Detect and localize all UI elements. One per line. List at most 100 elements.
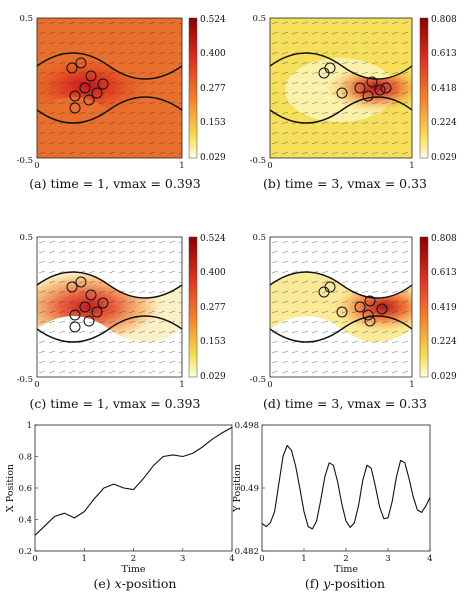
panel-c: 0.5 -0.5 0 1 0.524 0.400 0.277 0.153 0.0…: [17, 233, 226, 390]
particle: [85, 289, 97, 301]
y-tick-label: 0.498: [235, 421, 259, 431]
particle: [69, 90, 81, 102]
particle: [364, 315, 376, 327]
x-tick-label: 3: [180, 554, 185, 564]
panel-a-frame: [36, 17, 183, 159]
particle: [83, 315, 95, 327]
panel-d-lower-wall: [269, 315, 413, 343]
colorbar-tick: 0.418: [431, 84, 457, 94]
panel-a-upper-wall: [36, 52, 183, 80]
panel-c-vectors: [37, 237, 182, 377]
x-tick-label: 2: [131, 554, 136, 564]
x-position-chart: 0 1 2 3 4 0.2 0.4 0.6 0.8 1 Time X Position: [5, 421, 235, 575]
particle: [83, 94, 95, 106]
panel-f-caption: (f) y-position: [305, 576, 385, 591]
particle: [69, 321, 81, 333]
x-tick-label: 3: [385, 554, 390, 564]
particle: [380, 82, 392, 94]
y-tick-label: 0.482: [235, 547, 259, 557]
caption-variable: x: [115, 576, 122, 591]
colorbar-tick: 0.808: [431, 15, 457, 25]
particle: [376, 303, 388, 315]
panel-d-ytop: 0.5: [252, 233, 266, 243]
panel-c-lower-wall: [36, 315, 183, 343]
y-tick-label: 0.2: [18, 547, 32, 557]
panel-b-xleft: 0: [267, 161, 272, 171]
caption-variable: y: [322, 576, 331, 591]
particle: [362, 90, 374, 102]
y-tick-label: 0.49: [240, 484, 259, 494]
panel-a-colorbar: [188, 17, 198, 159]
particle: [97, 78, 109, 90]
panel-c-caption: (c) time = 1, vmax = 0.393: [30, 396, 201, 411]
colorbar-tick: 0.400: [200, 49, 226, 59]
colorbar-tick: 0.277: [200, 84, 226, 94]
panel-d: 0.5 -0.5 0 1 0.808 0.613 0.419 0.224 0.0…: [250, 233, 457, 390]
colorbar-tick: 0.224: [431, 118, 457, 128]
plot-frame: [34, 424, 233, 552]
x-tick-label: 4: [427, 554, 432, 564]
particle: [354, 82, 366, 94]
panel-a-ybottom: -0.5: [17, 156, 33, 166]
panel-d-caption: (d) time = 3, vmax = 0.33: [263, 396, 427, 411]
colorbar-tick: 0.277: [200, 303, 226, 313]
panel-a-caption: (a) time = 1, vmax = 0.393: [29, 176, 200, 191]
panel-b-lower-wall: [269, 96, 413, 124]
x-tick-label: 2: [343, 554, 348, 564]
panel-a-particles: [66, 57, 109, 114]
colorbar-tick: 0.808: [431, 234, 457, 244]
particle: [66, 281, 78, 293]
colorbar-tick: 0.613: [431, 268, 457, 278]
colorbar-tick: 0.524: [200, 15, 226, 25]
colorbar-tick: 0.524: [200, 234, 226, 244]
x-tick-label: 1: [82, 554, 87, 564]
particle: [364, 295, 376, 307]
panel-a-vectors: [37, 18, 182, 158]
caption-prefix: (f): [305, 576, 323, 591]
colorbar-tick: 0.153: [200, 118, 226, 128]
particle: [374, 84, 386, 96]
panel-b-xright: 1: [409, 161, 414, 171]
colorbar-tick: 0.029: [431, 153, 457, 163]
particle: [366, 76, 378, 88]
panel-b-ybottom: -0.5: [250, 156, 266, 166]
particle: [79, 301, 91, 313]
panel-c-frame: [36, 236, 183, 378]
panel-d-xright: 1: [409, 380, 414, 390]
y-tick-label: 0.8: [18, 453, 32, 463]
panel-d-upper-wall: [269, 271, 413, 299]
particle: [66, 62, 78, 74]
particle: [79, 82, 91, 94]
series-line: [34, 426, 233, 536]
colorbar-tick: 0.400: [200, 268, 226, 278]
particle: [91, 87, 103, 99]
panel-e-caption: (e) x-position: [94, 576, 177, 591]
panel-b-ytop: 0.5: [252, 14, 266, 24]
panel-a-xright: 1: [179, 161, 184, 171]
colorbar-tick: 0.029: [200, 372, 226, 382]
panel-b: 0.5 -0.5 0 1 0.808 0.613 0.418 0.224 0.0…: [250, 14, 457, 171]
panel-d-ybottom: -0.5: [250, 375, 266, 385]
panel-c-xleft: 0: [34, 380, 39, 390]
colorbar-tick: 0.613: [431, 49, 457, 59]
panel-b-caption: (b) time = 3, vmax = 0.33: [263, 176, 427, 191]
caption-prefix: (e): [94, 576, 115, 591]
colorbar-tick: 0.029: [431, 372, 457, 382]
x-axis-label: Time: [334, 564, 358, 575]
panel-d-particles: [318, 281, 388, 327]
particle: [324, 62, 336, 74]
particle: [324, 281, 336, 293]
panel-c-upper-wall: [36, 271, 183, 299]
panel-c-xright: 1: [179, 380, 184, 390]
colorbar-tick: 0.419: [431, 303, 457, 313]
particle: [75, 57, 87, 69]
panel-a-ytop: 0.5: [19, 14, 33, 24]
panel-b-particles: [318, 62, 392, 102]
x-tick-label: 1: [301, 554, 306, 564]
x-tick-label: 0: [32, 554, 37, 564]
panel-c-particles: [66, 276, 109, 333]
panel-b-frame: [269, 17, 413, 159]
y-tick-label: 0.6: [18, 484, 32, 494]
